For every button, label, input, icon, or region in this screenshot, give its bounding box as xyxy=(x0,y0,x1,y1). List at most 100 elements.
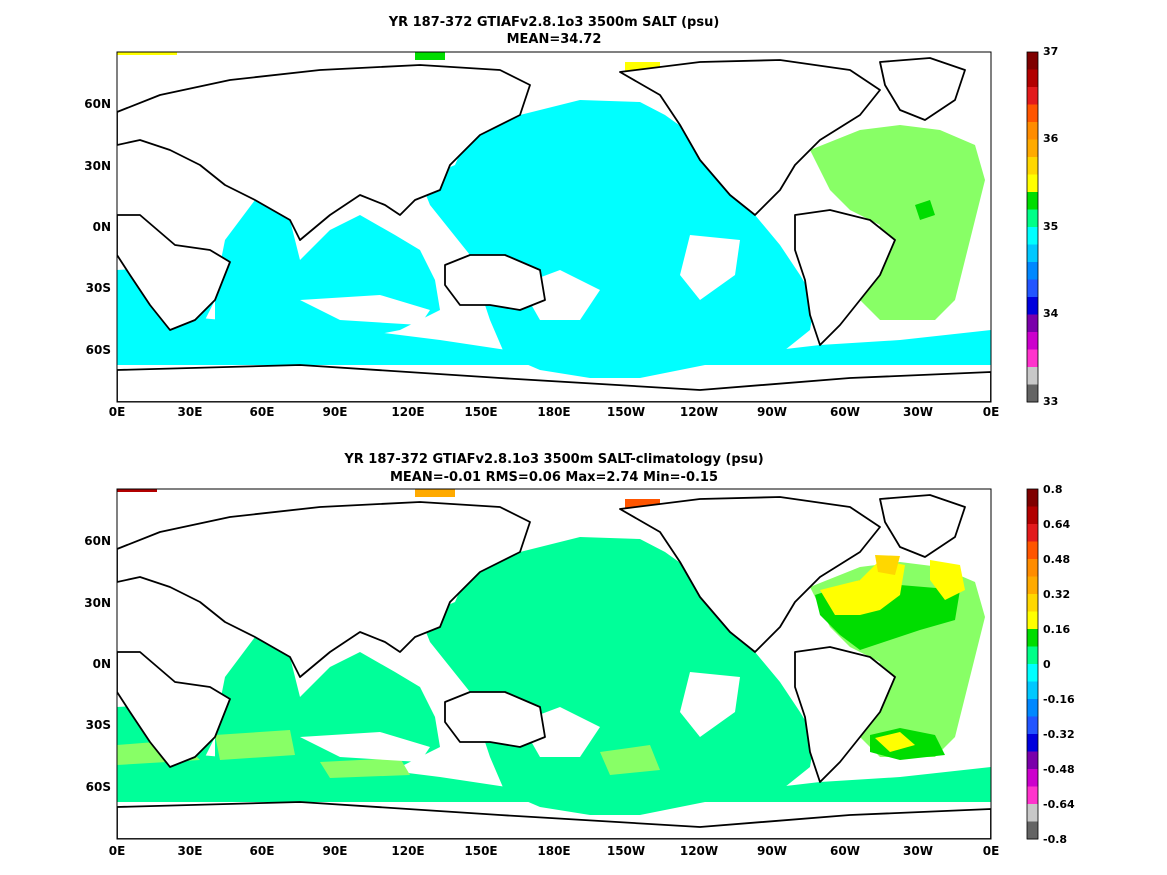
colorbar-swatch xyxy=(1027,541,1038,560)
x-axis-top: 0E 30E 60E 90E 120E 150E 180E 150W 120W … xyxy=(109,405,1000,419)
colorbar-swatch xyxy=(1027,576,1038,595)
colorbar-swatch xyxy=(1027,681,1038,700)
atlantic-yellow-anomaly xyxy=(820,560,905,615)
y-tick-label: 0N xyxy=(93,220,111,234)
colorbar-swatch xyxy=(1027,139,1038,158)
colorbar-swatch xyxy=(1027,769,1038,787)
land-top xyxy=(117,57,991,402)
y-tick-label: 30S xyxy=(86,718,111,732)
colorbar-bottom-ticks: 0.8 0.64 0.48 0.32 0.16 0 -0.16 -0.32 -0… xyxy=(1043,483,1075,846)
colorbar-tick-label: 0.32 xyxy=(1043,588,1070,601)
y-tick-label: 0N xyxy=(93,657,111,671)
x-tick-label: 90W xyxy=(757,405,787,419)
y-axis-top: 60N 30N 0N 30S 60S xyxy=(84,97,111,357)
colorbar-tick-label: -0.48 xyxy=(1043,763,1075,776)
southern-salinity-band xyxy=(117,318,991,365)
x-tick-label: 60W xyxy=(830,844,860,858)
map-top xyxy=(117,52,991,402)
x-tick-label: 150W xyxy=(607,844,645,858)
africa xyxy=(117,651,231,768)
colorbar-tick-label: 0 xyxy=(1043,658,1051,671)
north-america xyxy=(619,59,881,216)
colorbar-swatch xyxy=(1027,629,1038,647)
y-tick-label: 60S xyxy=(86,343,111,357)
x-tick-label: 60W xyxy=(830,405,860,419)
y-tick-label: 60S xyxy=(86,780,111,794)
panel-bottom: YR 187-372 GTIAFv2.8.1o3 3500m SALT-clim… xyxy=(84,452,1075,858)
colorbar-swatch xyxy=(1027,611,1038,630)
colorbar-tick-label: 0.8 xyxy=(1043,483,1063,496)
colorbar-frame xyxy=(1026,488,1039,840)
y-axis-bottom: 60N 30N 0N 30S 60S xyxy=(84,534,111,794)
x-tick-label: 180E xyxy=(537,405,570,419)
map-bottom xyxy=(117,489,991,839)
colorbar-bottom xyxy=(1026,488,1039,840)
x-tick-label: 0E xyxy=(109,405,126,419)
y-tick-label: 30N xyxy=(84,596,111,610)
x-tick-label: 120W xyxy=(680,405,718,419)
colorbar-swatch xyxy=(1027,699,1038,717)
north-america xyxy=(619,496,881,653)
antarctica xyxy=(117,364,991,402)
colorbar-swatch xyxy=(1027,646,1038,665)
colorbar-swatch xyxy=(1027,506,1038,525)
colorbar-swatch xyxy=(1027,367,1038,385)
colorbar-tick-label: 33 xyxy=(1043,395,1058,408)
x-tick-label: 0E xyxy=(983,405,1000,419)
colorbar-swatch xyxy=(1027,122,1038,140)
x-tick-label: 0E xyxy=(109,844,126,858)
panel-top-subtitle: MEAN=34.72 xyxy=(507,32,602,47)
colorbar-top xyxy=(1026,51,1039,403)
colorbar-swatch xyxy=(1027,209,1038,228)
x-tick-label: 90E xyxy=(323,844,348,858)
x-tick-label: 30E xyxy=(178,844,203,858)
panel-bottom-subtitle: MEAN=-0.01 RMS=0.06 Max=2.74 Min=-0.15 xyxy=(390,470,718,485)
x-tick-label: 30W xyxy=(903,405,933,419)
colorbar-swatch xyxy=(1027,227,1038,245)
x-tick-label: 0E xyxy=(983,844,1000,858)
colorbar-frame xyxy=(1026,51,1039,403)
colorbar-swatch xyxy=(1027,489,1038,507)
x-tick-label: 30E xyxy=(178,405,203,419)
colorbar-tick-label: 35 xyxy=(1043,220,1058,233)
colorbar-swatch xyxy=(1027,384,1038,403)
south-america xyxy=(794,646,896,783)
x-tick-label: 120E xyxy=(391,844,424,858)
colorbar-swatch xyxy=(1027,192,1038,210)
greenland xyxy=(879,57,966,121)
colorbar-swatch xyxy=(1027,332,1038,350)
greenland xyxy=(879,494,966,558)
colorbar-swatch xyxy=(1027,244,1038,263)
colorbar-swatch xyxy=(1027,104,1038,123)
colorbar-swatch xyxy=(1027,314,1038,333)
colorbar-tick-label: 0.48 xyxy=(1043,553,1070,566)
x-tick-label: 90E xyxy=(323,405,348,419)
colorbar-swatch xyxy=(1027,297,1038,315)
colorbar-tick-label: 0.16 xyxy=(1043,623,1070,636)
eurasia xyxy=(117,64,531,241)
x-tick-label: 120E xyxy=(391,405,424,419)
x-tick-label: 60E xyxy=(250,844,275,858)
australia xyxy=(444,691,546,748)
x-tick-label: 180E xyxy=(537,844,570,858)
x-tick-label: 150E xyxy=(464,405,497,419)
antarctica xyxy=(117,801,991,839)
x-tick-label: 90W xyxy=(757,844,787,858)
colorbar-swatch xyxy=(1027,804,1038,822)
colorbar-swatch xyxy=(1027,279,1038,298)
x-tick-label: 60E xyxy=(250,405,275,419)
colorbar-swatch xyxy=(1027,349,1038,368)
x-tick-label: 30W xyxy=(903,844,933,858)
colorbar-tick-label: 34 xyxy=(1043,307,1059,320)
colorbar-swatch xyxy=(1027,594,1038,612)
colorbar-swatch xyxy=(1027,751,1038,770)
panel-top-title: YR 187-372 GTIAFv2.8.1o3 3500m SALT (psu… xyxy=(388,15,720,30)
colorbar-swatch xyxy=(1027,734,1038,752)
y-tick-label: 60N xyxy=(84,97,111,111)
colorbar-swatch xyxy=(1027,157,1038,175)
colorbar-tick-label: -0.32 xyxy=(1043,728,1075,741)
colorbar-tick-label: -0.8 xyxy=(1043,833,1067,846)
australia xyxy=(444,254,546,311)
colorbar-swatch xyxy=(1027,786,1038,805)
